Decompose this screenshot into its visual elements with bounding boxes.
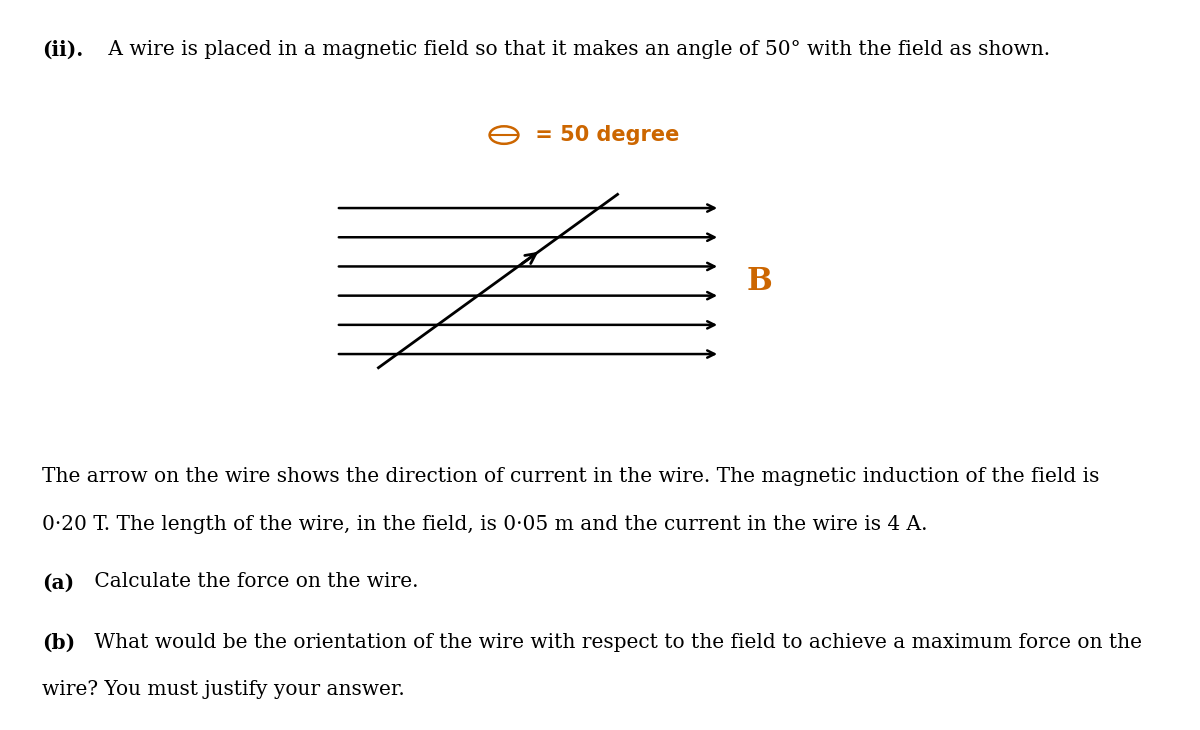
Text: What would be the orientation of the wire with respect to the field to achieve a: What would be the orientation of the wir… xyxy=(88,633,1141,652)
Text: B: B xyxy=(746,266,772,296)
Text: wire? You must justify your answer.: wire? You must justify your answer. xyxy=(42,680,404,699)
Text: Calculate the force on the wire.: Calculate the force on the wire. xyxy=(88,572,418,591)
Text: The arrow on the wire shows the direction of current in the wire. The magnetic i: The arrow on the wire shows the directio… xyxy=(42,467,1099,486)
Text: (b): (b) xyxy=(42,633,76,653)
Text: = 50 degree: = 50 degree xyxy=(528,125,679,145)
Text: A wire is placed in a magnetic field so that it makes an angle of 50° with the f: A wire is placed in a magnetic field so … xyxy=(102,40,1050,59)
Text: (ii).: (ii). xyxy=(42,40,83,60)
Text: (a): (a) xyxy=(42,572,74,592)
Text: 0·20 T. The length of the wire, in the field, is 0·05 m and the current in the w: 0·20 T. The length of the wire, in the f… xyxy=(42,515,928,534)
